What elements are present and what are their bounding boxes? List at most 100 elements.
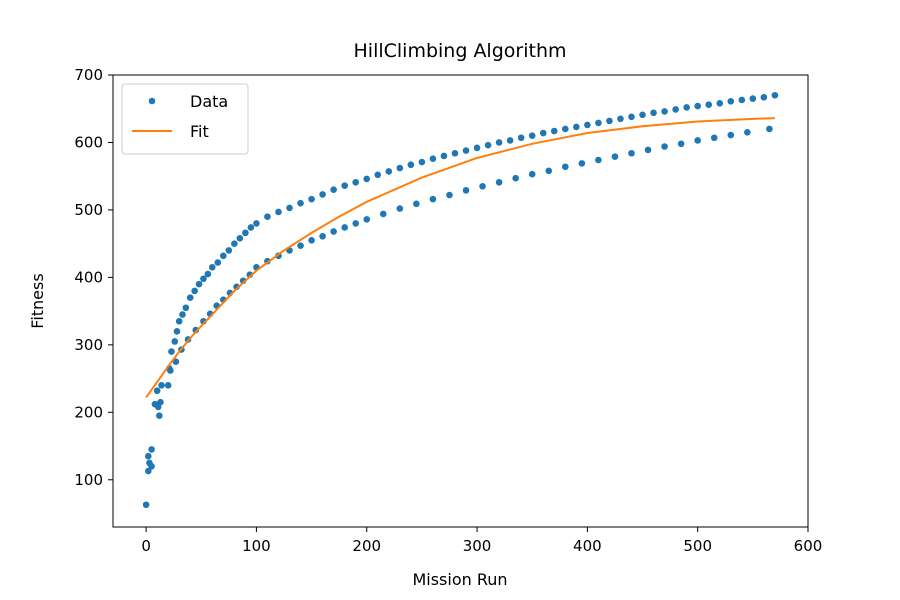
data-point	[644, 146, 652, 154]
data-point	[672, 106, 679, 113]
data-point	[352, 220, 360, 227]
y-tick-label: 300	[74, 336, 103, 354]
y-tick-label: 200	[74, 403, 103, 421]
y-tick-label: 500	[74, 201, 103, 219]
data-point	[440, 152, 448, 160]
data-point	[413, 200, 420, 208]
x-tick-label: 300	[463, 537, 492, 555]
axes-frame	[112, 74, 809, 528]
data-point	[171, 338, 179, 345]
data-point	[220, 252, 227, 260]
data-point	[446, 191, 453, 199]
data-point	[148, 462, 155, 470]
data-point	[528, 132, 536, 140]
data-point	[208, 263, 216, 271]
data-point	[308, 236, 315, 244]
data-point	[716, 100, 724, 107]
data-point	[341, 224, 348, 231]
chart-title: HillClimbing Algorithm	[354, 40, 567, 62]
data-point	[484, 141, 492, 149]
data-point	[164, 382, 172, 389]
data-point	[749, 95, 757, 102]
data-point	[550, 127, 558, 135]
data-point	[236, 234, 244, 242]
data-point	[168, 348, 175, 355]
data-point	[727, 131, 735, 139]
y-tick-label: 100	[74, 471, 103, 489]
data-point	[247, 224, 255, 231]
data-point	[738, 96, 746, 104]
x-tick-label: 0	[141, 537, 151, 555]
data-point	[156, 412, 163, 419]
x-tick-label: 600	[794, 537, 823, 555]
data-point	[179, 311, 186, 318]
data-point	[396, 164, 404, 172]
data-point	[308, 195, 315, 203]
data-point	[462, 147, 470, 154]
data-point	[694, 137, 701, 144]
data-point	[275, 208, 282, 216]
data-point	[225, 247, 233, 254]
data-point	[418, 158, 426, 166]
legend-label-fit: Fit	[190, 122, 209, 141]
data-point	[145, 467, 152, 475]
y-tick-label: 600	[74, 133, 103, 151]
data-point	[385, 168, 393, 175]
data-point	[297, 242, 304, 249]
x-axis-label: Mission Run	[412, 570, 507, 589]
data-point	[407, 161, 415, 169]
data-point	[710, 134, 718, 142]
fit-line	[145, 117, 775, 399]
legend-label-data: Data	[190, 92, 228, 111]
data-point	[186, 294, 194, 301]
legend-box	[121, 83, 249, 155]
data-point	[157, 398, 164, 406]
x-tick-label: 500	[683, 537, 712, 555]
data-point	[639, 111, 646, 119]
data-point	[363, 216, 371, 223]
plot-area	[142, 91, 779, 509]
data-point	[253, 220, 260, 227]
data-point	[694, 102, 701, 110]
data-point	[479, 183, 486, 190]
data-point	[545, 167, 553, 175]
data-point	[352, 178, 360, 186]
data-point	[319, 191, 326, 198]
data-point	[562, 163, 569, 171]
x-tick-label: 100	[242, 537, 271, 555]
data-point	[562, 125, 569, 133]
data-point	[771, 91, 779, 99]
data-point	[628, 149, 635, 157]
data-point	[379, 210, 387, 218]
data-point	[158, 382, 165, 389]
data-point	[661, 143, 668, 150]
data-point	[617, 115, 624, 123]
data-point	[191, 287, 198, 295]
y-axis-label: Fitness	[28, 273, 47, 328]
data-point	[214, 259, 222, 266]
data-point	[595, 156, 602, 164]
data-point	[145, 452, 152, 460]
data-point	[341, 182, 348, 189]
data-point	[661, 108, 668, 115]
data-point	[512, 174, 519, 182]
data-point	[429, 155, 437, 162]
data-point	[744, 129, 751, 136]
data-point	[611, 153, 619, 160]
data-point	[153, 387, 161, 395]
data-point	[539, 129, 547, 137]
data-point	[242, 229, 249, 237]
data-point	[606, 117, 613, 125]
data-point	[200, 275, 207, 283]
data-point	[495, 139, 503, 146]
data-point	[231, 240, 238, 247]
data-point	[517, 134, 525, 142]
data-point	[628, 113, 635, 121]
data-point	[473, 144, 481, 152]
data-point	[182, 304, 190, 312]
data-point	[766, 125, 773, 133]
data-point	[175, 317, 183, 325]
data-point	[330, 186, 337, 193]
data-point	[683, 104, 690, 111]
